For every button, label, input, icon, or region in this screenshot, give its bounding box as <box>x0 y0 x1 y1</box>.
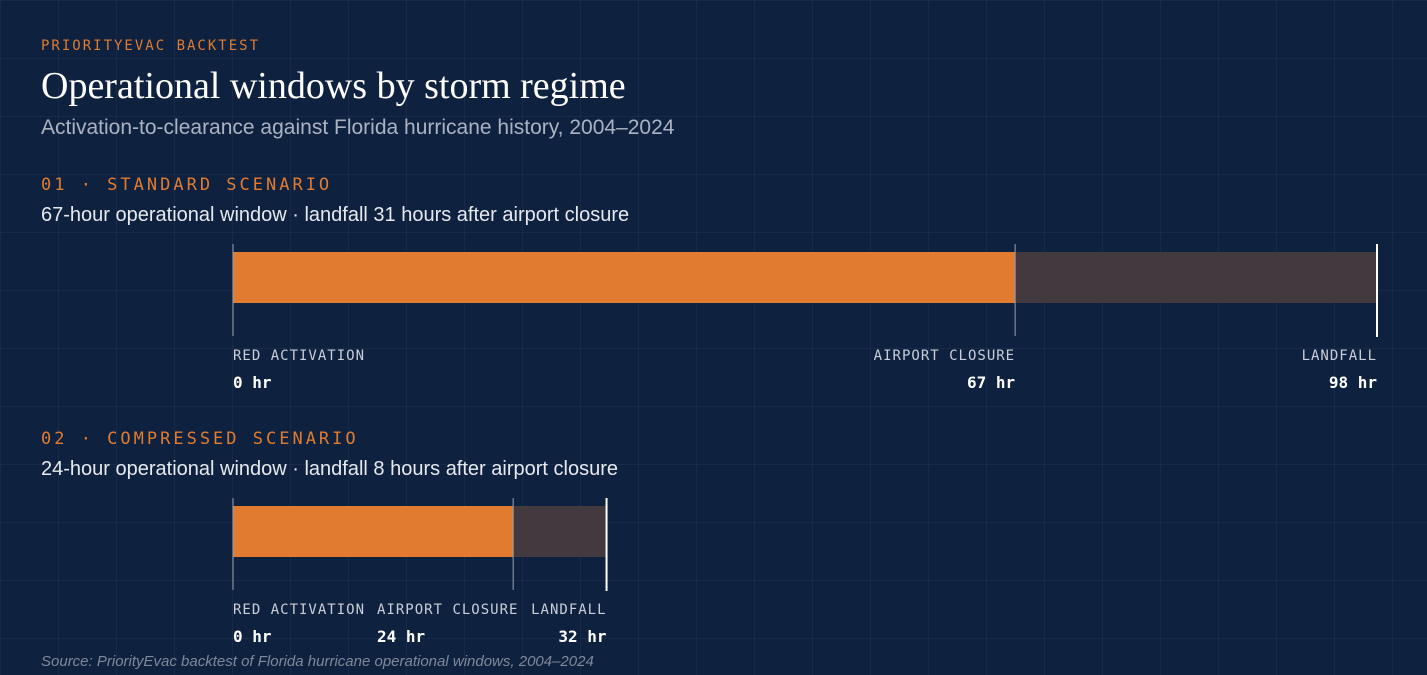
scenario-1-milestone-value-1: 0 hr <box>233 373 272 392</box>
scenario-1-milestone-label-3: LANDFALL <box>1302 348 1377 364</box>
scenario-1-milestone-label-1: RED ACTIVATION <box>233 348 365 364</box>
scenario-1-segment-2 <box>1015 252 1377 303</box>
eyebrow: PRIORITYEVAC BACKTEST <box>41 38 261 54</box>
scenario-1-milestone-value-2: 67 hr <box>967 373 1015 392</box>
scenario-1-description: 67-hour operational window · landfall 31… <box>41 204 630 226</box>
scenario-2-milestone-value-2: 24 hr <box>377 627 425 646</box>
page-title: Operational windows by storm regime <box>41 65 626 107</box>
scenario-2-milestone-value-1: 0 hr <box>233 627 272 646</box>
scenario-1-segment-1 <box>233 252 1016 303</box>
scenario-1-label: 01 · STANDARD SCENARIO <box>41 175 333 195</box>
scenario-2-segment-2 <box>513 506 607 557</box>
scenario-1-milestone-label-2: AIRPORT CLOSURE <box>874 348 1015 364</box>
page-subtitle: Activation-to-clearance against Florida … <box>41 116 675 139</box>
scenario-2-milestone-label-3: LANDFALL <box>531 602 606 618</box>
scenario-1-milestone-value-3: 98 hr <box>1329 373 1377 392</box>
scenario-2-milestone-label-1: RED ACTIVATION <box>233 602 365 618</box>
scenario-2-segment-1 <box>233 506 514 557</box>
source-note: Source: PriorityEvac backtest of Florida… <box>41 653 594 670</box>
scenario-2-description: 24-hour operational window · landfall 8 … <box>41 458 618 480</box>
scenario-2-milestone-value-3: 32 hr <box>558 627 606 646</box>
scenario-2-label: 02 · COMPRESSED SCENARIO <box>41 429 359 449</box>
scenario-2-milestone-label-2: AIRPORT CLOSURE <box>377 602 518 618</box>
